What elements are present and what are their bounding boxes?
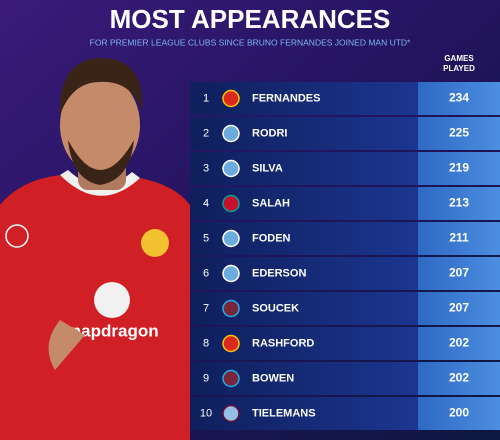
- player-name: SILVA: [252, 162, 283, 174]
- table-row: 1 FERNANDES 234: [190, 82, 500, 115]
- table-row: 6 EDERSON 207: [190, 257, 500, 290]
- value-background: [418, 222, 500, 255]
- club-badge: [222, 299, 240, 318]
- value-background: [418, 117, 500, 150]
- rank: 9: [203, 372, 209, 384]
- club-badge: [222, 89, 240, 108]
- club-badge: [222, 334, 240, 353]
- table-row: 9 BOWEN 202: [190, 362, 500, 395]
- table-row: 8 RASHFORD 202: [190, 327, 500, 360]
- player-name: FERNANDES: [252, 92, 320, 104]
- player-name: EDERSON: [252, 267, 306, 279]
- club-badge: [222, 264, 240, 283]
- value-background: [418, 327, 500, 360]
- player-name: RODRI: [252, 127, 287, 139]
- column-header: GAMES PLAYED: [443, 54, 475, 73]
- club-badge: [222, 229, 240, 248]
- table-row: 3 SILVA 219: [190, 152, 500, 185]
- player-name: RASHFORD: [252, 337, 314, 349]
- table-row: 5 FODEN 211: [190, 222, 500, 255]
- player-name: TIELEMANS: [252, 407, 316, 419]
- club-badge: [222, 159, 240, 178]
- value-background: [418, 82, 500, 115]
- player-name: SOUCEK: [252, 302, 299, 314]
- value-background: [418, 187, 500, 220]
- player-name: SALAH: [252, 197, 290, 209]
- table-row: 2 RODRI 225: [190, 117, 500, 150]
- rank: 7: [203, 302, 209, 314]
- player-photo: snapdragon: [0, 58, 190, 440]
- club-badge: [222, 369, 240, 388]
- games-played: 202: [449, 336, 469, 350]
- club-badge: [222, 124, 240, 143]
- rank: 3: [203, 162, 209, 174]
- value-background: [418, 397, 500, 430]
- games-played: 202: [449, 371, 469, 385]
- column-header-box: GAMES PLAYED: [443, 54, 475, 73]
- rank: 4: [203, 197, 209, 209]
- club-badge: [222, 194, 240, 213]
- rank: 1: [203, 92, 209, 104]
- games-played: 211: [449, 231, 469, 245]
- value-background: [418, 362, 500, 395]
- sponsor: snapdragon: [61, 321, 158, 340]
- games-played: 213: [449, 196, 469, 210]
- title: MOST APPEARANCES: [110, 4, 391, 34]
- rank: 2: [203, 127, 209, 139]
- rank: 10: [200, 407, 212, 419]
- games-played: 234: [449, 91, 469, 105]
- games-played: 219: [449, 161, 469, 175]
- table-row: 10 TIELEMANS 200: [190, 397, 500, 430]
- games-played: 200: [449, 406, 469, 420]
- rank: 8: [203, 337, 209, 349]
- value-background: [418, 152, 500, 185]
- value-background: [418, 257, 500, 290]
- table-row: 7 SOUCEK 207: [190, 292, 500, 325]
- subtitle: FOR PREMIER LEAGUE CLUBS SINCE BRUNO FER…: [90, 37, 411, 47]
- games-played: 207: [449, 266, 469, 280]
- player-name: FODEN: [252, 232, 291, 244]
- games-played: 225: [449, 126, 469, 140]
- rank: 5: [203, 232, 209, 244]
- rank: 6: [203, 267, 209, 279]
- player-name: BOWEN: [252, 372, 294, 384]
- table: 1 FERNANDES 234 2 RODRI 225 3 SILVA 219 4 SALAH 213…: [190, 82, 500, 430]
- club-badge: [222, 404, 240, 423]
- value-background: [418, 292, 500, 325]
- games-played: 207: [449, 301, 469, 315]
- table-row: 4 SALAH 213: [190, 187, 500, 220]
